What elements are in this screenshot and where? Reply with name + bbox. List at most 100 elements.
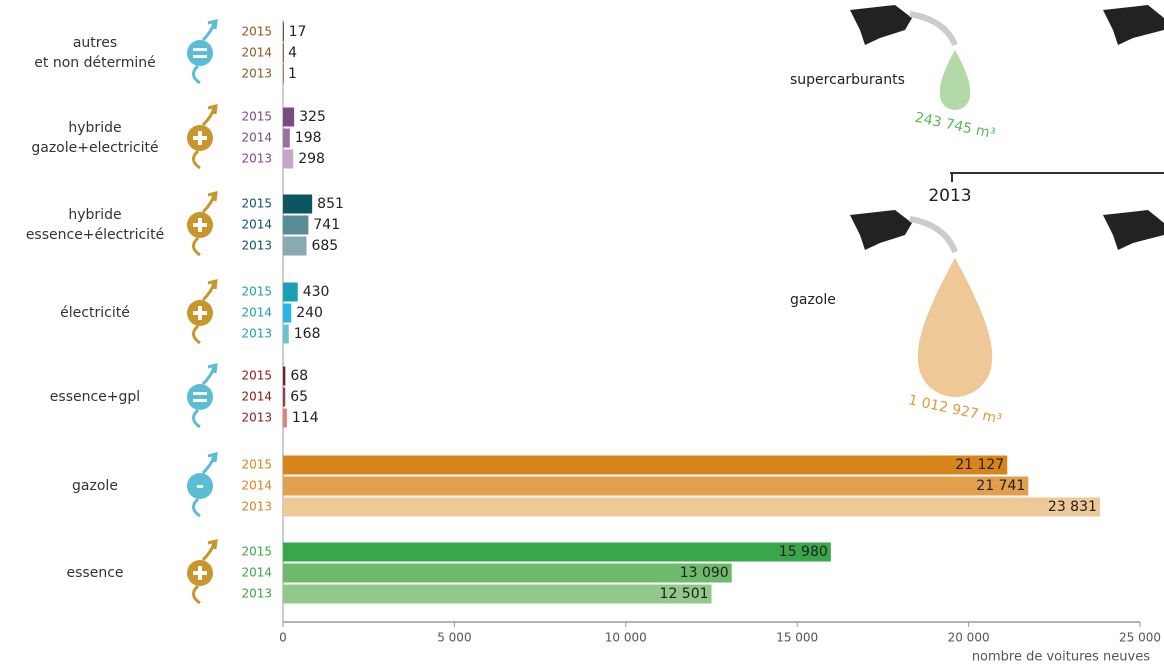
year-label: 2013	[241, 500, 272, 514]
icon-sign	[198, 131, 202, 145]
icon-arrow	[192, 452, 218, 518]
trend-icon	[187, 452, 218, 518]
category-label: électricité	[60, 305, 130, 321]
value-label: 114	[292, 410, 319, 426]
value-label: 685	[311, 238, 338, 254]
icon-sign	[193, 392, 207, 395]
icon-sign	[198, 218, 202, 232]
year-label: 2014	[241, 46, 272, 60]
value-label: 68	[290, 368, 308, 384]
bar	[283, 43, 284, 63]
year-label: 2014	[241, 566, 272, 580]
value-label: 240	[296, 305, 323, 321]
icon-sign	[198, 306, 202, 320]
x-tick-label: 15 000	[776, 631, 818, 645]
trend-icon	[187, 104, 218, 170]
value-label: 741	[313, 217, 340, 233]
annotation: supercarburants	[790, 72, 905, 88]
bar	[283, 64, 284, 84]
category-label: hybride essence+électricité	[25, 207, 165, 243]
bar	[283, 149, 294, 169]
bar	[283, 366, 286, 386]
icon-sign	[193, 48, 207, 51]
year-label: 2013	[241, 327, 272, 341]
value-label: 430	[303, 284, 330, 300]
bar	[283, 324, 289, 344]
value-label: 12 501	[660, 586, 709, 602]
icon-sign	[193, 55, 207, 58]
bar	[283, 542, 831, 562]
category-label: hybride gazole+electricité	[31, 120, 159, 156]
bar	[283, 584, 712, 604]
icon-arrow	[192, 363, 218, 429]
x-tick-label: 25 000	[1119, 631, 1161, 645]
year-label: 2014	[241, 390, 272, 404]
icon-circle	[187, 40, 213, 66]
value-label: 1	[288, 66, 297, 82]
trend-icon	[187, 279, 218, 345]
trend-icon	[187, 19, 218, 85]
year-label: 2014	[241, 479, 272, 493]
trend-icon	[187, 191, 218, 257]
value-label: 21 741	[976, 478, 1025, 494]
category-label: gazole	[72, 478, 118, 494]
value-label: 4	[288, 45, 297, 61]
category-label: autres et non déterminé	[34, 35, 156, 71]
bar	[283, 387, 286, 407]
bar	[283, 215, 309, 235]
year-label: 2013	[241, 411, 272, 425]
year-label: 2013	[241, 587, 272, 601]
category-label: essence	[66, 565, 124, 581]
icon-sign	[198, 566, 202, 580]
bar	[283, 22, 284, 42]
x-axis-title: nombre de voitures neuves	[972, 650, 1150, 665]
year-label: 2015	[241, 110, 272, 124]
value-label: 17	[289, 24, 307, 40]
trend-icon	[187, 539, 218, 605]
value-label: 325	[299, 109, 326, 125]
year-label: 2013	[241, 152, 272, 166]
annotation: gazole	[790, 292, 836, 308]
year-label: 2014	[241, 218, 272, 232]
year-label: 2013	[241, 239, 272, 253]
year-label: 2014	[241, 306, 272, 320]
year-label: 2015	[241, 369, 272, 383]
bar	[283, 455, 1008, 475]
bar	[283, 194, 313, 214]
icon-arrow	[192, 104, 218, 170]
icon-arrow	[192, 279, 218, 345]
year-label: 2014	[241, 131, 272, 145]
value-label: 23 831	[1048, 499, 1097, 515]
bar	[283, 128, 290, 148]
trend-icon	[187, 363, 218, 429]
icon-arrow	[192, 191, 218, 257]
x-tick-label: 5 000	[437, 631, 471, 645]
bar	[283, 303, 292, 323]
value-label: 65	[290, 389, 308, 405]
x-tick-label: 20 000	[948, 631, 990, 645]
bar	[283, 282, 298, 302]
value-label: 851	[317, 196, 344, 212]
annotation: 2013	[928, 186, 971, 206]
icon-circle	[187, 384, 213, 410]
bar	[283, 497, 1100, 517]
icon-sign	[197, 485, 203, 488]
icon-arrow	[192, 539, 218, 605]
annotation: 1 012 927 m³	[907, 392, 1003, 427]
bar	[283, 563, 732, 583]
year-label: 2015	[241, 25, 272, 39]
decoration	[850, 5, 1164, 397]
year-label: 2013	[241, 67, 272, 81]
value-label: 298	[298, 151, 325, 167]
year-label: 2015	[241, 197, 272, 211]
icon-sign	[193, 399, 207, 402]
annotation: 243 745 m³	[913, 110, 996, 143]
year-label: 2015	[241, 458, 272, 472]
bar	[283, 236, 307, 256]
x-tick-label: 0	[279, 631, 287, 645]
year-label: 2015	[241, 545, 272, 559]
value-label: 168	[294, 326, 321, 342]
value-label: 198	[295, 130, 322, 146]
